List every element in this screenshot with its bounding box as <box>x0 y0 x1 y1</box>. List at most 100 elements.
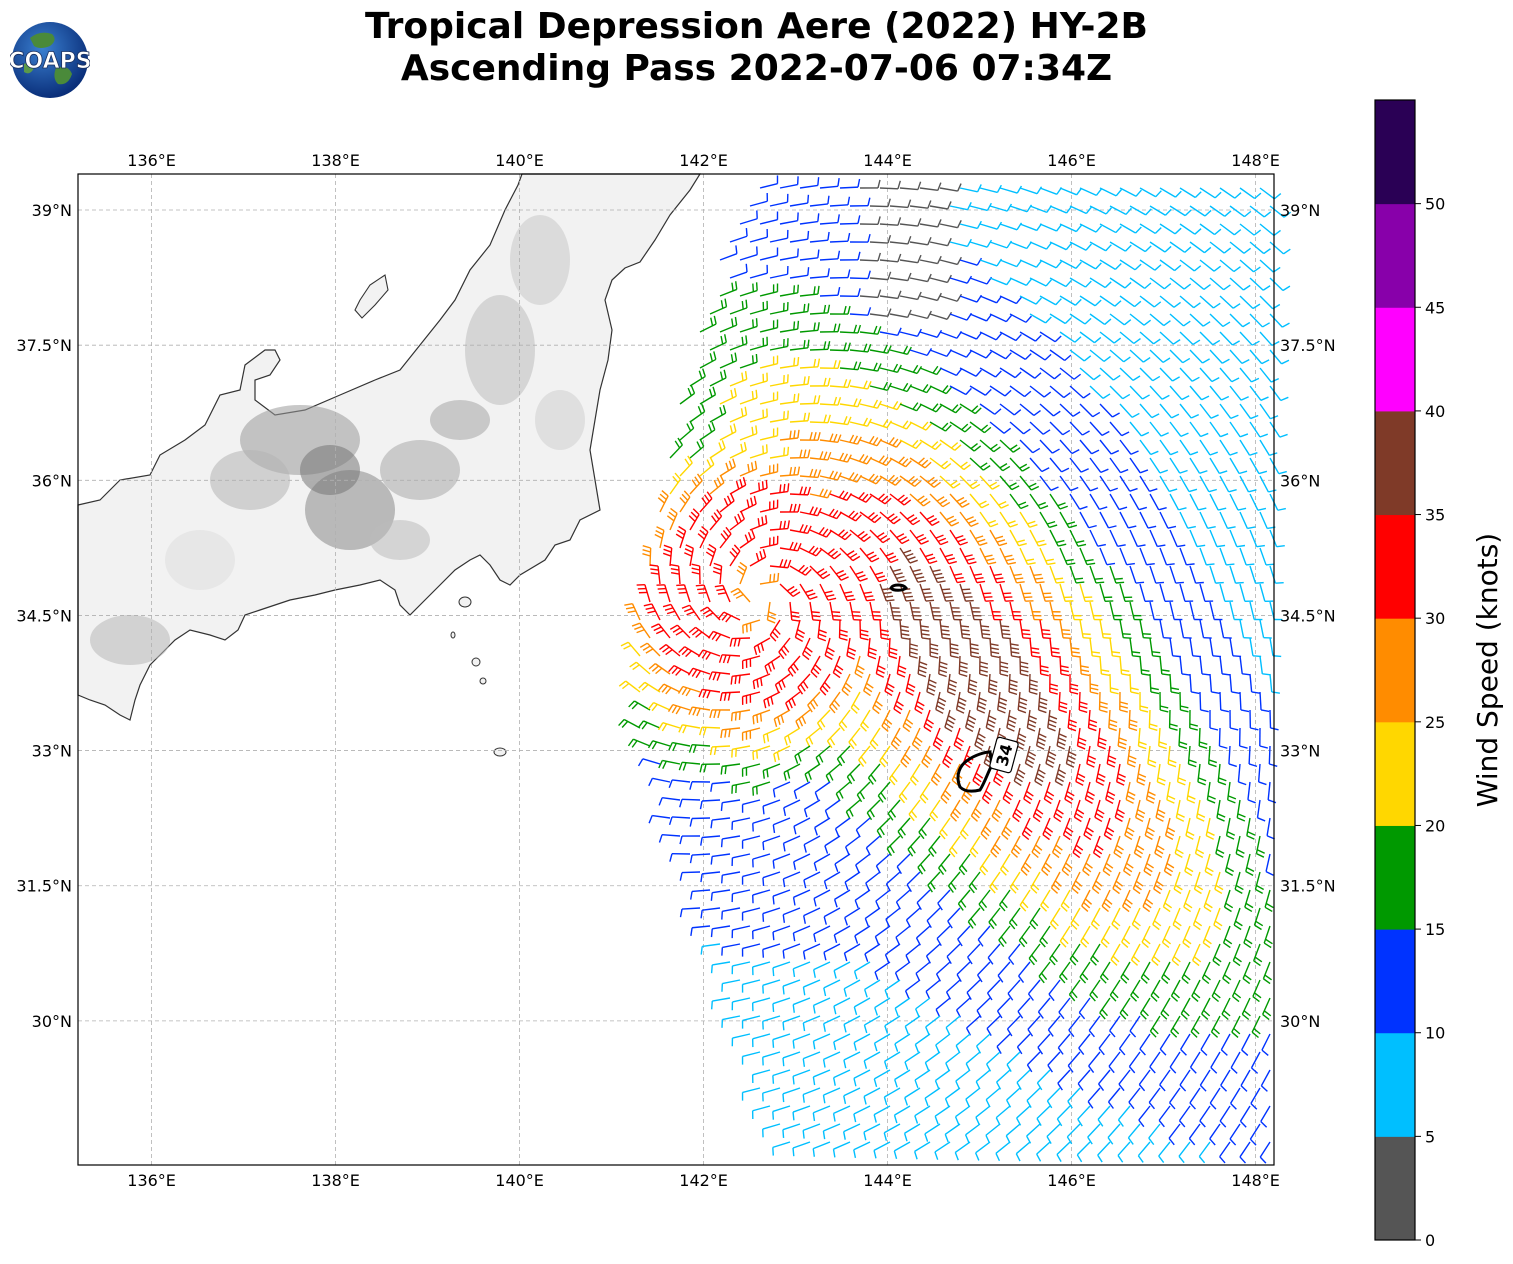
wind-barb <box>1159 619 1172 639</box>
wind-barb <box>856 781 871 803</box>
wind-barb <box>869 308 892 318</box>
wind-barb <box>1129 1015 1141 1038</box>
wind-barb <box>731 853 751 867</box>
wind-barb <box>1130 943 1141 966</box>
wind-barb <box>648 814 671 824</box>
colorbar-segment <box>1375 721 1415 826</box>
wind-barb <box>649 564 661 585</box>
wind-barb <box>779 176 799 189</box>
wind-barb <box>873 1105 891 1123</box>
wind-barb <box>989 529 1008 547</box>
lon-tick-bottom: 138°E <box>311 1171 360 1190</box>
wind-barb <box>849 417 872 427</box>
wind-barb <box>872 691 883 715</box>
wind-barb <box>1064 781 1075 805</box>
wind-barb <box>1201 961 1211 985</box>
wind-barb <box>1139 403 1160 419</box>
wind-barb <box>1009 601 1023 621</box>
wind-barb <box>1114 799 1125 823</box>
wind-barb <box>1098 691 1108 713</box>
terrain-shade <box>465 295 535 405</box>
wind-barb <box>1229 637 1242 658</box>
wind-barb <box>979 331 1003 341</box>
wind-barb <box>1239 1141 1251 1164</box>
wind-barb <box>1082 853 1093 877</box>
terrain-shade <box>370 520 430 560</box>
wind-barb <box>829 379 852 389</box>
wind-barb <box>1036 1105 1051 1126</box>
wind-barb <box>1227 781 1237 804</box>
wind-barb <box>947 871 961 893</box>
wind-barb <box>989 421 1012 434</box>
wind-barb <box>1036 1141 1051 1162</box>
wind-barb <box>1209 529 1226 548</box>
wind-barb <box>926 673 937 696</box>
wind-barb <box>629 661 651 675</box>
lat-tick-right: 33°N <box>1280 742 1320 761</box>
wind-barb <box>889 601 903 621</box>
wind-barb <box>1189 709 1199 731</box>
wind-barb <box>752 745 771 760</box>
wind-barb <box>1219 691 1229 713</box>
wind-barb <box>1006 1051 1021 1072</box>
wind-barb <box>654 526 665 549</box>
wind-barb <box>1016 1105 1031 1126</box>
wind-barb <box>842 1123 861 1140</box>
island <box>471 657 481 667</box>
wind-barb <box>643 603 661 621</box>
wind-barb <box>731 961 751 975</box>
wind-barb <box>1079 511 1097 529</box>
wind-barb <box>849 197 871 207</box>
wind-barb <box>762 871 781 886</box>
wind-barb <box>1066 1123 1081 1145</box>
wind-barb <box>751 1069 771 1084</box>
wind-barb <box>885 871 901 892</box>
wind-barb <box>853 1141 871 1158</box>
wind-barb <box>679 490 691 513</box>
colorbar-segment <box>1375 410 1415 516</box>
wind-barb <box>929 349 953 358</box>
wind-barb <box>923 709 934 733</box>
wind-barb <box>1217 763 1227 786</box>
wind-barb <box>832 1069 851 1086</box>
wind-barb <box>1269 637 1282 658</box>
wind-barb <box>906 871 921 893</box>
wind-barb <box>1015 1141 1031 1162</box>
wind-barb <box>843 943 861 962</box>
wind-barb <box>794 619 806 642</box>
wind-barb <box>813 853 831 872</box>
wind-barb <box>1065 745 1077 768</box>
wind-barb <box>1039 403 1061 417</box>
wind-barb <box>689 438 705 459</box>
wind-barb <box>1113 835 1124 859</box>
wind-barb <box>627 738 651 748</box>
wind-barb <box>869 381 892 391</box>
wind-barb <box>909 347 933 357</box>
wind-barb <box>1069 457 1089 473</box>
wind-barb <box>749 336 768 351</box>
wind-barb <box>1009 457 1030 472</box>
wind-barb <box>1079 331 1102 344</box>
wind-barb <box>1092 835 1104 859</box>
wind-barb <box>924 1123 941 1142</box>
wind-barb <box>850 691 861 714</box>
wind-barb <box>945 1051 961 1071</box>
wind-barb <box>879 290 902 300</box>
wind-barb <box>677 685 701 697</box>
wind-barb <box>959 511 979 528</box>
wind-barb <box>1038 961 1051 984</box>
wind-barb <box>1054 763 1067 786</box>
wind-barb <box>917 853 931 875</box>
wind-barb <box>1115 763 1126 786</box>
wind-barb <box>1018 961 1031 983</box>
wind-barb <box>1192 907 1203 931</box>
wind-barb <box>1219 403 1239 420</box>
wind-barb <box>930 763 942 786</box>
wind-barb <box>855 853 871 873</box>
wind-barb <box>829 196 851 207</box>
colorbar-tick: 5 <box>1425 1127 1435 1146</box>
wind-barb <box>1107 1087 1121 1109</box>
wind-barb <box>849 529 871 543</box>
wind-barb <box>879 253 902 263</box>
wind-barb <box>1039 367 1062 380</box>
